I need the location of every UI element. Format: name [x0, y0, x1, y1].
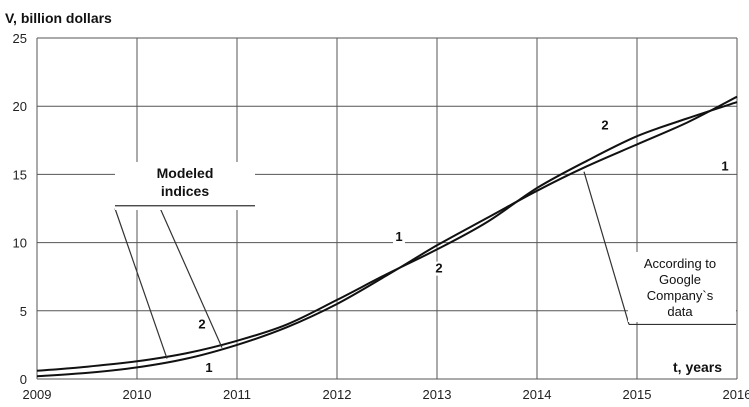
curve-label-bg — [599, 118, 611, 133]
modeled-indices-line-1: Modeled — [157, 165, 214, 181]
x-tick-label-2012: 2012 — [323, 387, 352, 402]
modeled-pointer-line-1 — [114, 208, 168, 359]
annotation-layer: Modeled indices According to Google Comp… — [114, 162, 736, 359]
y-tick-label-20: 20 — [13, 99, 27, 114]
google-data-line-4: data — [667, 304, 693, 319]
google-data-box — [628, 252, 736, 322]
google-pointer-line-1 — [583, 171, 630, 325]
curve-label-2: 2 — [198, 317, 205, 332]
y-tick-label-15: 15 — [13, 167, 27, 182]
y-tick-label-10: 10 — [13, 236, 27, 251]
x-tick-label-2015: 2015 — [623, 387, 652, 402]
modeled-indices-line-2: indices — [161, 183, 209, 199]
x-tick-label-2009: 2009 — [23, 387, 52, 402]
y-axis-title: V, billion dollars — [5, 10, 112, 26]
y-tick-label-25: 25 — [13, 31, 27, 46]
curve-label-bg — [433, 261, 445, 276]
y-tick-label-5: 5 — [20, 304, 27, 319]
x-tick-label-2013: 2013 — [423, 387, 452, 402]
x-tick-label-2014: 2014 — [523, 387, 552, 402]
curve-label-bg — [393, 230, 405, 245]
x-tick-label-2016: 2016 — [723, 387, 749, 402]
series-layer — [36, 95, 738, 378]
tick-labels: 2009 2010 2011 2012 2013 2014 2015 201605101520… — [13, 31, 749, 402]
curve-label-2: 2 — [601, 117, 608, 132]
curve-label-bg — [203, 361, 215, 376]
curve-label-bg — [196, 317, 208, 332]
google-data-line-3: Company`s — [647, 288, 714, 303]
y-tick-label-0: 0 — [20, 372, 27, 387]
curve-label-2: 2 — [435, 261, 442, 276]
curve-label-1: 1 — [205, 360, 212, 375]
google-data-line-2: Google — [659, 272, 701, 287]
modeled-pointer-line-2 — [158, 205, 223, 348]
x-axis-title: t, years — [673, 359, 722, 375]
x-tick-label-2010: 2010 — [123, 387, 152, 402]
curve-label-1: 1 — [395, 229, 402, 244]
google-data-line-1: According to — [644, 256, 716, 271]
curve-label-bg — [719, 159, 731, 174]
modeled-indices-box — [115, 162, 255, 210]
series-line-2 — [36, 101, 738, 372]
series-line-1 — [36, 95, 738, 378]
curve-label-1: 1 — [721, 158, 728, 173]
labels-layer: 1 2 1 2 1 2 — [196, 117, 731, 376]
x-tick-label-2011: 2011 — [223, 387, 251, 402]
